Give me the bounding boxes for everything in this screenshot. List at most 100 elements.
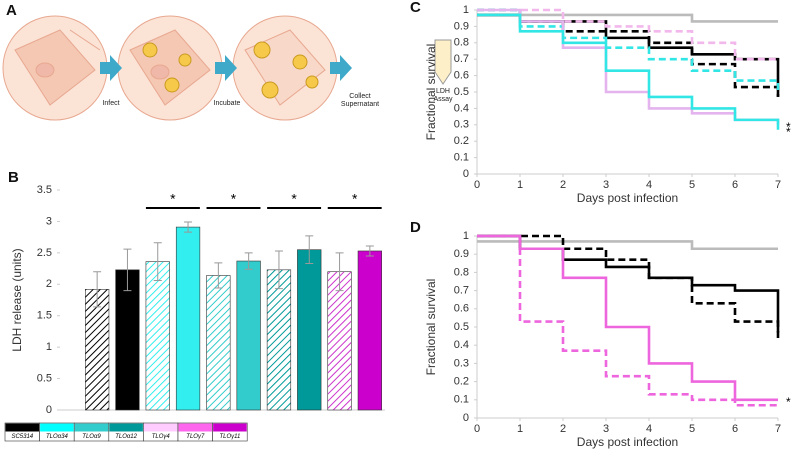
y-tick-label: 0.9 <box>454 248 469 260</box>
legend-swatch <box>213 423 247 432</box>
legend-label: TLOα9 <box>82 434 101 440</box>
y-tick-label: 1 <box>46 341 52 353</box>
legend-swatch <box>5 423 40 432</box>
x-tick-label: 1 <box>517 423 523 435</box>
error-bar <box>153 242 162 282</box>
legend-label: SC5314 <box>11 434 33 440</box>
error-bar <box>335 252 344 292</box>
bar <box>85 289 110 411</box>
y-tick-label: 0.5 <box>454 321 469 333</box>
panel-label: B <box>8 169 19 186</box>
end-label: * <box>786 120 791 134</box>
y-tick-label: 0.6 <box>454 303 469 315</box>
y-tick-label: 0.2 <box>454 376 469 388</box>
survival-line <box>477 234 778 402</box>
y-tick-label: 0.4 <box>454 339 469 351</box>
y-tick-label: 0.8 <box>454 266 469 278</box>
error-bar <box>365 245 374 257</box>
end-label: * <box>786 395 791 409</box>
step-label: Incubate <box>213 100 241 107</box>
y-tick-label: 0.4 <box>454 102 469 114</box>
y-tick-label: 0.3 <box>454 119 469 131</box>
y-tick-label: 0.1 <box>454 394 469 406</box>
survival-line <box>477 234 780 340</box>
y-tick-label: 0.6 <box>454 70 469 82</box>
step-label: LDH Assay <box>433 88 453 103</box>
step-label: Infect <box>102 100 120 107</box>
bar <box>327 271 352 411</box>
x-tick-label: 5 <box>689 423 695 435</box>
error-bar <box>93 271 102 308</box>
significance-label: * <box>291 191 297 207</box>
bar <box>145 261 170 411</box>
y-tick-label: 0.5 <box>37 372 52 384</box>
survival-line <box>477 240 778 251</box>
y-axis-label: Fractional survival <box>424 279 438 376</box>
significance-label: * <box>231 191 237 207</box>
legend-label: TLOγ11 <box>219 434 240 440</box>
x-tick-label: 4 <box>646 179 652 191</box>
error-bar <box>274 250 283 290</box>
y-tick-label: 1 <box>463 230 469 242</box>
legend-swatch <box>74 423 109 432</box>
survival-line <box>477 234 778 407</box>
significance-label: * <box>352 191 358 207</box>
survival-line <box>477 234 780 333</box>
legend-label: TLOγ4 <box>152 434 171 440</box>
y-tick-label: 0 <box>463 412 469 424</box>
y-tick-label: 0.5 <box>454 86 469 98</box>
x-tick-label: 0 <box>474 179 480 191</box>
legend-label: TLOγ7 <box>186 434 205 440</box>
panel-label: C <box>410 0 421 16</box>
x-axis-label: Days post infection <box>577 435 678 449</box>
significance-label: * <box>170 191 176 207</box>
legend-swatch <box>40 423 74 432</box>
panel-a-art <box>2 15 452 121</box>
x-tick-label: 4 <box>646 423 652 435</box>
y-tick-label: 2 <box>46 278 52 290</box>
bar <box>357 250 382 411</box>
survival-line <box>477 8 780 92</box>
error-bar <box>123 248 132 292</box>
y-tick-label: 0 <box>463 168 469 180</box>
bar <box>266 269 292 411</box>
x-tick-label: 6 <box>732 179 738 191</box>
y-tick-label: 0.7 <box>454 53 469 65</box>
y-tick-label: 0.3 <box>454 357 469 369</box>
legend-swatch <box>143 423 178 432</box>
y-tick-label: 1 <box>463 4 469 16</box>
survival-line <box>477 13 778 23</box>
y-tick-label: 0.8 <box>454 37 469 49</box>
legend-label: TLOα34 <box>46 434 68 440</box>
bar <box>297 249 322 411</box>
x-tick-label: 7 <box>775 179 781 191</box>
y-tick-label: 0 <box>46 404 52 416</box>
x-tick-label: 2 <box>560 423 566 435</box>
y-tick-label: 0.2 <box>454 135 469 147</box>
x-tick-label: 7 <box>775 423 781 435</box>
y-tick-label: 0.1 <box>454 152 469 164</box>
x-tick-label: 0 <box>474 423 480 435</box>
y-tick-label: 0.9 <box>454 20 469 32</box>
survival-line <box>477 13 780 130</box>
y-tick-label: 2.5 <box>37 247 52 259</box>
y-tick-label: 1.5 <box>37 310 52 322</box>
error-bar <box>214 262 223 289</box>
y-tick-label: 0.7 <box>454 285 469 297</box>
x-axis-label: Days post infection <box>577 191 678 205</box>
bar <box>175 226 201 411</box>
error-bar <box>184 221 193 233</box>
x-tick-label: 2 <box>560 179 566 191</box>
legend-label: TLOα12 <box>115 434 137 440</box>
x-tick-label: 1 <box>517 179 523 191</box>
x-tick-label: 3 <box>603 423 609 435</box>
y-axis-label: LDH release (units) <box>10 248 24 351</box>
y-tick-label: 3.5 <box>37 184 52 196</box>
panel-label: A <box>6 2 17 19</box>
legend-swatch <box>178 423 213 432</box>
step-label: Collect Supernatant <box>340 93 380 108</box>
y-tick-label: 3 <box>46 215 52 227</box>
x-tick-label: 5 <box>689 179 695 191</box>
